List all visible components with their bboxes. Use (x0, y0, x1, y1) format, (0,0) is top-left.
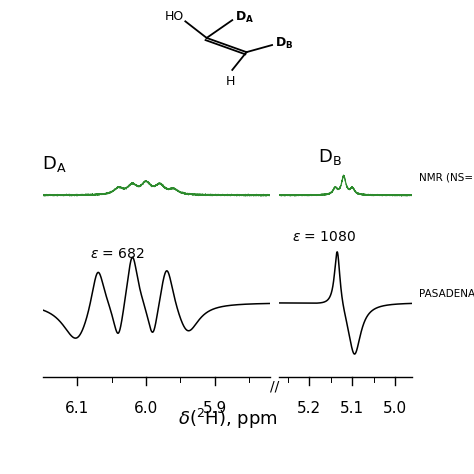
Text: 5.1: 5.1 (340, 401, 365, 416)
Text: D$_\mathregular{A}$: D$_\mathregular{A}$ (235, 10, 255, 25)
Text: 6.0: 6.0 (134, 401, 158, 416)
Text: D$_\mathregular{B}$: D$_\mathregular{B}$ (318, 147, 341, 167)
Text: D$_\mathregular{A}$: D$_\mathregular{A}$ (42, 154, 67, 173)
Text: $\delta$($^{2}$H), ppm: $\delta$($^{2}$H), ppm (178, 407, 277, 431)
Text: PASADENA: PASADENA (419, 289, 474, 299)
Text: $\varepsilon$ = 1080: $\varepsilon$ = 1080 (292, 230, 356, 244)
Text: 5.0: 5.0 (383, 401, 407, 416)
Text: D$_\mathregular{B}$: D$_\mathregular{B}$ (275, 36, 293, 51)
Text: NMR (NS=: NMR (NS= (419, 173, 474, 183)
Text: 6.1: 6.1 (65, 401, 89, 416)
Text: H: H (226, 75, 236, 88)
Text: 5.2: 5.2 (297, 401, 321, 416)
Text: $\varepsilon$ = 682: $\varepsilon$ = 682 (90, 246, 145, 261)
Text: //: // (270, 379, 279, 393)
Text: HO: HO (164, 10, 184, 23)
Text: 5.9: 5.9 (203, 401, 227, 416)
